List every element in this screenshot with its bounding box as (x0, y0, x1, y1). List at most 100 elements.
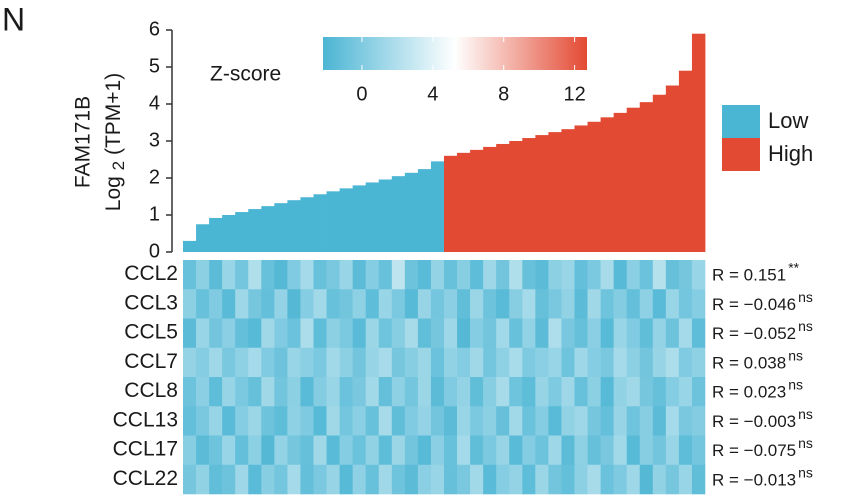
heatmap-cell (665, 435, 680, 466)
correlation-label: R = −0.046 ns (712, 289, 813, 315)
heatmap-cell (287, 260, 301, 290)
heatmap-cell (248, 260, 262, 290)
heatmap-cell (274, 464, 288, 495)
heatmap-cell (352, 406, 366, 436)
bar (535, 135, 549, 252)
heatmap-cell (352, 289, 366, 319)
heatmap-cell (444, 347, 458, 378)
heatmap-cell (548, 318, 562, 349)
heatmap-cell (274, 347, 288, 378)
heatmap-cell (483, 347, 497, 378)
heatmap-cell (222, 347, 236, 378)
heatmap-cell (470, 464, 484, 495)
heatmap-cell (574, 464, 588, 495)
bar (274, 203, 288, 252)
row-label: CCL2 (124, 262, 178, 285)
correlation-value: R = 0.023 (712, 383, 786, 402)
bar (509, 141, 523, 252)
heatmap-cell (261, 318, 275, 349)
legend-swatch (722, 105, 760, 138)
bar (639, 102, 654, 253)
y-tick-label: 2 (149, 166, 160, 188)
heatmap-cell (378, 318, 393, 349)
heatmap-cell (470, 406, 484, 436)
heatmap-cell (444, 377, 458, 407)
heatmap-cell (496, 406, 510, 436)
heatmap-cell (209, 464, 223, 495)
heatmap-cell (626, 464, 641, 495)
heatmap-cell (587, 377, 601, 407)
heatmap-cell (691, 435, 706, 466)
heatmap-cell (509, 464, 523, 495)
bar (391, 176, 406, 252)
heatmap-cell (287, 289, 301, 319)
heatmap-cell (352, 318, 366, 349)
bar (430, 161, 445, 252)
heatmap-cell (587, 289, 601, 319)
heatmap-cell (652, 435, 667, 466)
correlation-value: R = −0.013 (712, 471, 796, 490)
heatmap-cell (274, 406, 288, 436)
bar (339, 188, 354, 252)
bar (444, 155, 458, 252)
heatmap-cell (209, 347, 223, 378)
heatmap-cell (639, 406, 654, 436)
heatmap-cell (313, 318, 327, 349)
heatmap-cell (457, 435, 471, 466)
heatmap-cell (678, 377, 693, 407)
legend-label: Low (768, 108, 808, 133)
heatmap-cell (404, 464, 419, 495)
heatmap-cell (261, 377, 275, 407)
bar (326, 191, 340, 252)
heatmap-cell (691, 347, 706, 378)
heatmap-cell (678, 435, 693, 466)
heatmap-cell (652, 318, 667, 349)
heatmap-cell (665, 464, 680, 495)
heatmap-cell (378, 435, 393, 466)
bar (470, 149, 484, 252)
y-label-sub: 2 (109, 161, 128, 170)
colorbar (323, 37, 587, 70)
heatmap-cell (235, 377, 249, 407)
heatmap-cell (183, 260, 197, 290)
heatmap-cell (600, 318, 614, 349)
heatmap-cell (235, 289, 249, 319)
heatmap-cell (548, 347, 562, 378)
heatmap-cell (535, 318, 549, 349)
heatmap-cell (535, 377, 549, 407)
heatmap-cell (417, 289, 432, 319)
heatmap-cell (522, 377, 536, 407)
colorbar-tick-label: 4 (427, 83, 438, 105)
y-label: Log 2 (TPM+1) (102, 73, 131, 211)
heatmap-cell (209, 435, 223, 466)
bar (209, 217, 223, 252)
heatmap-cell (391, 435, 406, 466)
significance: ns (798, 289, 813, 305)
heatmap-cell (326, 464, 340, 495)
heatmap-cell (417, 377, 432, 407)
heatmap-cell (457, 260, 471, 290)
heatmap-cell (352, 260, 366, 290)
heatmap-cell (235, 435, 249, 466)
heatmap-cell (665, 318, 680, 349)
heatmap-cell (587, 347, 601, 378)
correlation-label: R = −0.075 ns (712, 435, 813, 461)
heatmap-cell (457, 377, 471, 407)
heatmap-cell (522, 289, 536, 319)
heatmap-cell (613, 260, 627, 290)
heatmap-cell (287, 347, 301, 378)
correlation-value: R = −0.003 (712, 412, 796, 431)
heatmap-cell (665, 406, 680, 436)
legend-swatch (722, 138, 760, 171)
heatmap-cell (430, 377, 445, 407)
bar (248, 209, 262, 252)
heatmap-cell (652, 347, 667, 378)
heatmap-cell (222, 464, 236, 495)
correlation-value: R = −0.052 (712, 325, 796, 344)
correlation-value: R = −0.075 (712, 442, 796, 461)
heatmap-cell (535, 464, 549, 495)
row-label: CCL8 (124, 379, 178, 402)
heatmap-cell (548, 406, 562, 436)
bar (378, 179, 393, 252)
row-label: CCL13 (113, 408, 178, 431)
